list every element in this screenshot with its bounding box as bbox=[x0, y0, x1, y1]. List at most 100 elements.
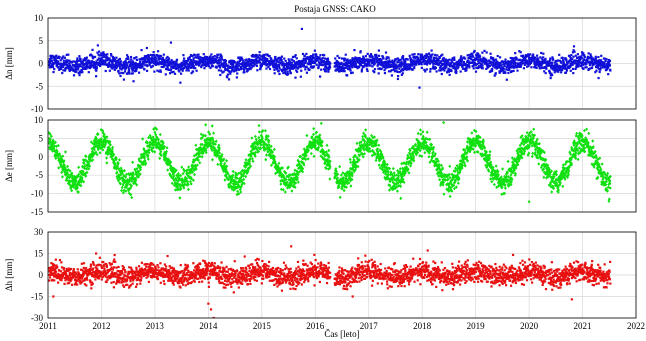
data-point bbox=[398, 167, 402, 171]
data-point bbox=[407, 171, 411, 175]
data-point bbox=[414, 152, 418, 157]
data-point bbox=[387, 66, 390, 69]
data-point bbox=[266, 150, 270, 154]
data-point bbox=[130, 61, 133, 64]
data-point bbox=[217, 143, 221, 147]
data-point bbox=[254, 150, 258, 155]
data-point bbox=[594, 71, 597, 74]
data-point bbox=[87, 62, 90, 65]
data-point bbox=[438, 66, 442, 69]
data-point bbox=[472, 64, 475, 68]
data-point bbox=[417, 53, 420, 56]
data-point bbox=[358, 66, 361, 69]
data-point bbox=[363, 60, 366, 63]
data-point bbox=[56, 143, 60, 148]
data-point bbox=[217, 69, 220, 72]
data-point bbox=[169, 41, 173, 44]
y-tick-label: 10 bbox=[34, 13, 44, 23]
data-point bbox=[344, 185, 348, 189]
data-point bbox=[101, 56, 104, 59]
data-point bbox=[318, 140, 322, 144]
data-point bbox=[597, 76, 600, 80]
data-point bbox=[434, 159, 438, 164]
data-point bbox=[350, 177, 354, 182]
data-point bbox=[305, 133, 309, 138]
data-point bbox=[544, 72, 547, 75]
data-point bbox=[88, 67, 91, 70]
data-point bbox=[90, 54, 93, 57]
data-point bbox=[396, 66, 399, 69]
data-point bbox=[283, 67, 287, 71]
data-point bbox=[469, 57, 472, 60]
data-point bbox=[169, 160, 173, 164]
data-point bbox=[565, 64, 568, 67]
data-point bbox=[280, 166, 284, 170]
data-point bbox=[384, 63, 387, 67]
data-point bbox=[580, 55, 583, 58]
data-point bbox=[98, 61, 101, 64]
data-point bbox=[91, 57, 95, 60]
data-point bbox=[229, 72, 232, 75]
data-point bbox=[261, 62, 264, 66]
data-point bbox=[386, 62, 390, 66]
y-tick-label: 0 bbox=[39, 59, 44, 69]
data-point bbox=[322, 60, 325, 63]
data-point bbox=[118, 72, 121, 75]
data-point bbox=[179, 63, 182, 67]
data-point bbox=[306, 157, 310, 161]
data-point bbox=[77, 59, 80, 62]
data-point bbox=[70, 171, 74, 175]
data-point bbox=[130, 184, 134, 188]
data-point bbox=[236, 185, 240, 190]
data-point bbox=[473, 49, 476, 53]
data-point bbox=[388, 59, 391, 62]
data-point bbox=[392, 171, 396, 175]
data-point bbox=[218, 58, 221, 61]
data-point bbox=[185, 69, 188, 72]
data-point bbox=[349, 71, 353, 75]
data-point bbox=[472, 51, 476, 54]
data-point bbox=[195, 156, 199, 160]
data-point bbox=[447, 172, 451, 177]
data-point bbox=[53, 67, 56, 71]
data-point bbox=[97, 57, 101, 60]
data-point bbox=[377, 72, 380, 75]
data-point bbox=[90, 65, 93, 69]
data-point bbox=[59, 59, 62, 62]
data-point bbox=[461, 65, 464, 68]
data-point bbox=[65, 60, 69, 63]
data-point bbox=[577, 65, 580, 68]
data-point bbox=[449, 185, 453, 190]
data-point bbox=[373, 71, 376, 74]
data-point bbox=[181, 171, 185, 176]
data-point bbox=[115, 56, 118, 59]
data-point bbox=[222, 62, 226, 65]
data-point bbox=[99, 137, 103, 141]
data-point bbox=[168, 72, 172, 75]
data-point bbox=[119, 173, 123, 177]
data-point bbox=[527, 64, 530, 68]
data-point bbox=[219, 73, 222, 77]
data-point bbox=[53, 140, 57, 145]
data-point bbox=[474, 63, 477, 66]
data-point bbox=[144, 151, 148, 156]
data-point bbox=[75, 184, 79, 189]
data-point bbox=[194, 56, 197, 59]
data-point bbox=[318, 135, 322, 140]
data-point bbox=[373, 68, 377, 71]
data-point bbox=[436, 54, 439, 57]
data-point bbox=[342, 62, 345, 65]
data-point bbox=[432, 145, 436, 150]
data-point bbox=[422, 56, 425, 60]
data-point bbox=[603, 61, 606, 64]
data-point bbox=[253, 63, 256, 66]
data-point bbox=[395, 67, 398, 70]
data-point bbox=[162, 53, 165, 56]
data-point bbox=[72, 69, 75, 72]
data-point bbox=[282, 62, 285, 65]
data-point bbox=[404, 60, 407, 64]
data-point bbox=[212, 131, 216, 135]
data-point bbox=[52, 70, 55, 74]
data-point bbox=[448, 181, 452, 186]
data-point bbox=[186, 65, 189, 68]
